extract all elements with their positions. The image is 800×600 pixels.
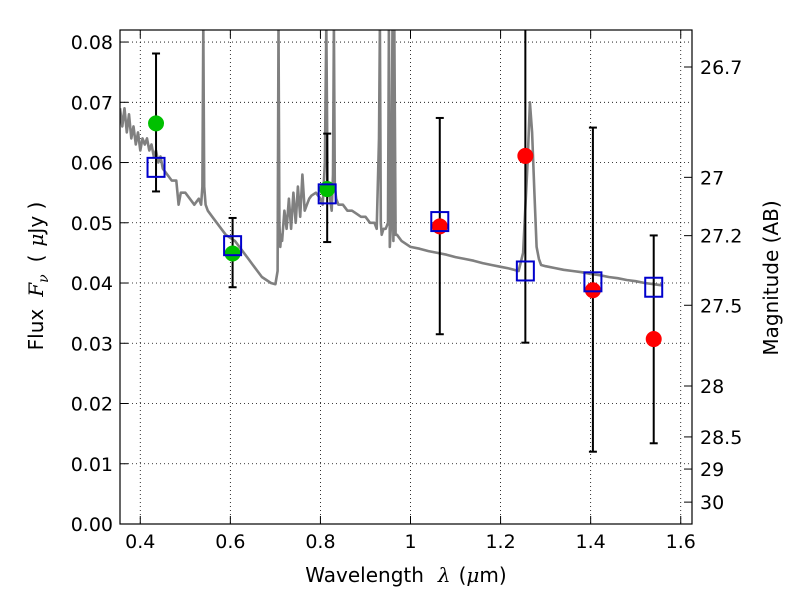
error-bars-layer (152, 30, 658, 453)
model-spectrum-line (120, 30, 663, 287)
data-point (224, 245, 241, 262)
model-photometry-point (583, 271, 603, 293)
ticks-layer: 0.4 0.6 0.8 1 1.2 1.4 1.6 0.00 0.01 0.02 0.03 0.04 0… (71, 30, 742, 553)
y2-tick-label: 28.5 (700, 427, 742, 449)
y-axis-label: FluxFν(μJy ) (24, 202, 52, 351)
y2-tick-label: 30 (700, 492, 724, 514)
y2-tick-label: 26.7 (700, 57, 742, 79)
y-tick-label: 0.01 (71, 454, 113, 476)
x-tick-label: 1.6 (666, 531, 696, 553)
y2-tick-label: 27 (700, 167, 724, 189)
y-tick-label: 0.04 (71, 273, 113, 295)
y2-axis-label: Magnitude (AB) (759, 200, 783, 355)
model-spectrum-layer (120, 30, 663, 287)
model-photometry-point (644, 276, 664, 298)
axes-box (119, 29, 693, 525)
y-tick-label: 0.03 (71, 333, 113, 355)
y2-tick-label: 28 (700, 376, 724, 398)
x-tick-label: 0.6 (215, 531, 245, 553)
data-point (148, 115, 165, 132)
data-point (645, 331, 662, 348)
y-tick-label: 0.05 (71, 213, 113, 235)
model-photometry-point (317, 183, 337, 205)
axes-frame (119, 29, 693, 525)
y-tick-label: 0.08 (71, 32, 113, 54)
model-photometry-point (515, 260, 535, 282)
y-tick-label: 0.00 (71, 514, 113, 536)
y-tick-label: 0.07 (71, 92, 113, 114)
data-points-layer (146, 115, 664, 348)
x-tick-label: 1.4 (576, 531, 606, 553)
y2-tick-label: 27.5 (700, 295, 742, 317)
model-photometry-point (146, 156, 166, 178)
y-tick-label: 0.06 (71, 153, 113, 175)
y2-tick-label: 27.2 (700, 226, 742, 248)
x-tick-label: 0.4 (125, 531, 155, 553)
model-photometry-point (430, 211, 450, 233)
x-axis-label: Wavelength λ (μm) (305, 563, 506, 587)
y2-tick-label: 29 (700, 459, 724, 481)
model-photometry-point (223, 235, 243, 257)
y-tick-label: 0.02 (71, 394, 113, 416)
x-tick-label: 1.2 (485, 531, 515, 553)
x-tick-label: 0.8 (305, 531, 335, 553)
x-tick-label: 1 (404, 531, 416, 553)
data-point (584, 282, 601, 299)
data-point (517, 147, 534, 164)
